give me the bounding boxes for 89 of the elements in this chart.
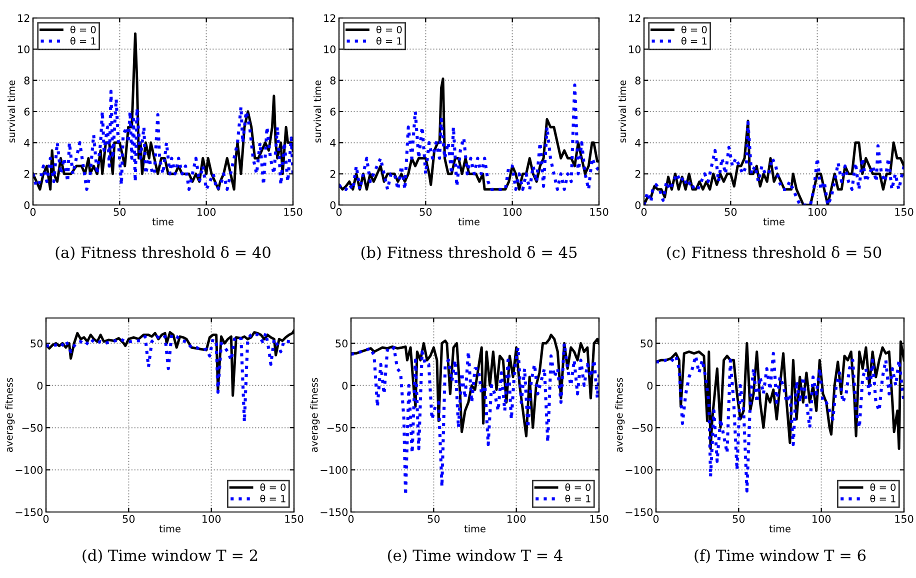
x-tick-label: 100 — [202, 514, 221, 523]
y-tick-label: −150 — [16, 508, 43, 516]
y-tick-label: −50 — [327, 424, 348, 432]
y-tick-label: 8 — [635, 76, 641, 84]
x-axis-title: time — [152, 218, 174, 226]
legend-label: θ = 1 — [565, 494, 590, 502]
x-tick-label: 0 — [43, 514, 49, 523]
y-tick-label: 12 — [629, 14, 640, 22]
legend-label: θ = 1 — [870, 494, 896, 502]
y-tick-label: 6 — [330, 108, 336, 116]
y-tick-label: 50 — [30, 340, 43, 348]
x-tick-label: 100 — [198, 208, 216, 216]
y-tick-label: 0 — [647, 382, 653, 390]
x-axis-title: time — [159, 524, 180, 532]
y-axis-title: survival time — [8, 80, 16, 143]
y-tick-label: 2 — [635, 170, 640, 178]
text: (f) Time window T = 6 — [694, 549, 866, 564]
x-tick-label: 100 — [808, 208, 827, 216]
y-tick-label: −100 — [626, 466, 653, 474]
y-tick-label: 10 — [629, 45, 641, 54]
legend-label: θ = 1 — [70, 37, 96, 45]
text: (a) Fitness threshold δ = 40 — [56, 246, 270, 260]
legend-label: θ = 0 — [565, 483, 591, 491]
y-axis-title: average fitness — [310, 378, 320, 452]
text: (c) Fitness threshold δ = 50 — [667, 246, 882, 260]
legend-label: θ = 0 — [70, 26, 96, 34]
y-tick-label: 6 — [635, 108, 641, 116]
x-tick-label: 50 — [420, 208, 432, 216]
x-axis-title: time — [769, 524, 790, 532]
y-tick-label: 2 — [24, 170, 30, 178]
y-axis-title: average fitness — [615, 378, 625, 452]
x-tick-label: 150 — [590, 514, 608, 523]
x-tick-label: 150 — [590, 208, 608, 216]
y-tick-label: 4 — [24, 139, 30, 147]
y-tick-label: −150 — [626, 508, 653, 516]
line-series — [33, 90, 293, 191]
y-tick-label: 10 — [324, 45, 336, 54]
y-tick-label: 12 — [18, 14, 30, 22]
y-tick-label: 4 — [330, 139, 336, 147]
legend-label: θ = 0 — [376, 26, 402, 34]
y-tick-label: 0 — [37, 382, 43, 390]
x-tick-label: 150 — [284, 208, 302, 216]
legend-label: θ = 0 — [681, 26, 707, 34]
x-tick-label: 50 — [114, 208, 126, 216]
y-tick-label: −100 — [320, 466, 348, 474]
y-tick-label: 8 — [24, 76, 30, 84]
x-tick-label: 100 — [812, 514, 831, 523]
legend-label: θ = 1 — [376, 37, 402, 45]
x-tick-label: 50 — [732, 514, 745, 523]
y-tick-label: 2 — [330, 170, 336, 178]
line-series — [656, 352, 904, 492]
x-tick-label: 50 — [428, 514, 440, 523]
y-tick-label: 6 — [24, 108, 30, 116]
legend-label: θ = 0 — [870, 483, 896, 491]
y-tick-label: 0 — [635, 201, 641, 210]
y-tick-label: 12 — [324, 14, 336, 22]
x-tick-label: 100 — [508, 514, 526, 523]
y-tick-label: −100 — [16, 466, 43, 474]
text: (b) Fitness threshold δ = 45 — [361, 246, 577, 260]
x-axis-title: time — [458, 218, 480, 226]
y-tick-label: 0 — [330, 201, 336, 210]
y-tick-label: −150 — [320, 508, 348, 516]
x-tick-label: 150 — [895, 208, 914, 216]
text: (d) Time window T = 2 — [82, 549, 258, 564]
x-tick-label: 0 — [653, 514, 659, 523]
y-tick-label: 0 — [24, 201, 30, 210]
y-axis-title: average fitness — [5, 378, 15, 452]
x-tick-label: 150 — [285, 514, 304, 523]
legend-label: θ = 1 — [681, 37, 707, 45]
y-tick-label: 4 — [635, 139, 641, 147]
x-tick-label: 100 — [504, 208, 522, 216]
x-tick-label: 50 — [122, 514, 135, 523]
x-tick-label: 0 — [348, 514, 354, 523]
text: (e) Time window T = 4 — [388, 549, 562, 564]
x-tick-label: 150 — [895, 514, 914, 523]
x-axis-title: time — [464, 524, 486, 532]
legend-label: θ = 0 — [260, 483, 286, 491]
y-tick-label: 8 — [330, 76, 336, 84]
y-tick-label: 50 — [336, 340, 348, 348]
y-tick-label: 0 — [342, 382, 348, 390]
y-tick-label: 50 — [640, 340, 653, 348]
y-tick-label: −50 — [632, 424, 653, 432]
x-tick-label: 50 — [724, 208, 737, 216]
x-axis-title: time — [763, 218, 784, 226]
y-axis-title: survival time — [314, 80, 322, 143]
y-tick-label: 10 — [18, 45, 30, 54]
y-axis-title: survival time — [618, 80, 626, 143]
legend-label: θ = 1 — [260, 494, 286, 502]
y-tick-label: −50 — [22, 424, 43, 432]
